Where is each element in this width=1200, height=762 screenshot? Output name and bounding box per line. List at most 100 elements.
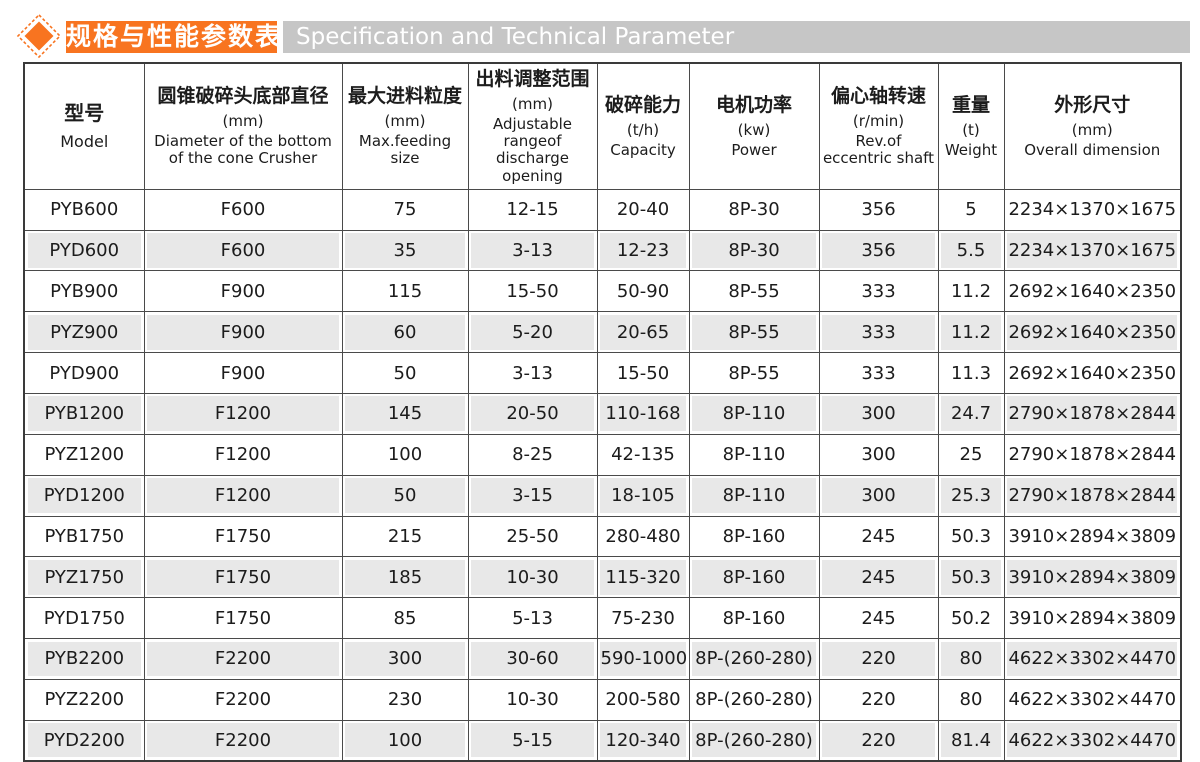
table-cell: 3-13 <box>467 229 598 272</box>
table-cell: 280-480 <box>596 515 690 558</box>
model-cell: PYD900 <box>23 352 145 394</box>
table-row: PYD600 F600 35 3-13 12-23 8P-30 356 5.5 2234×137… <box>23 229 1182 272</box>
table-cell: 120-340 <box>596 719 690 762</box>
table-cell: 3910×2894×3809 <box>1003 597 1182 640</box>
table-cell: 185 <box>341 556 469 599</box>
table-cell: 2234×1370×1675 <box>1003 229 1182 272</box>
table-cell: 3-13 <box>467 352 598 394</box>
table-cell: F1750 <box>143 556 343 599</box>
table-cell: 25-50 <box>467 515 598 558</box>
column-header-8: 重量 (t) Weight <box>937 62 1005 190</box>
model-cell: PYZ1750 <box>23 556 145 599</box>
table-cell: 80 <box>937 678 1005 721</box>
column-title-zh: 电机功率 <box>715 93 792 116</box>
table-cell: 245 <box>818 597 939 640</box>
table-cell: 2790×1878×2844 <box>1003 474 1182 517</box>
table-cell: 50.2 <box>937 597 1005 640</box>
column-title-en: Rev.of eccentric shaft <box>822 132 935 168</box>
table-cell: 2692×1640×2350 <box>1003 352 1182 394</box>
table-cell: 356 <box>818 229 939 272</box>
table-cell: 2692×1640×2350 <box>1003 270 1182 313</box>
table-row: PYB900 F900 115 15-50 50-90 8P-55 333 11.2 2692×… <box>23 270 1182 313</box>
table-cell: 215 <box>341 515 469 558</box>
table-cell: 50 <box>341 474 469 517</box>
model-cell: PYD1200 <box>23 474 145 517</box>
table-row: PYB600 F600 75 12-15 20-40 8P-30 356 5 2234×1370… <box>23 188 1182 231</box>
column-title-zh: 偏心轴转速 <box>830 85 926 108</box>
table-cell: 4622×3302×4470 <box>1003 719 1182 762</box>
table-cell: F900 <box>143 352 343 394</box>
column-title-en: Overall dimension <box>1024 140 1161 159</box>
table-cell: 15-50 <box>467 270 598 313</box>
table-cell: 10-30 <box>467 678 598 721</box>
table-cell: 50.3 <box>937 556 1005 599</box>
spec-table: 型号 Model 圆锥破碎头底部直径 (mm) Diameter of the bott… <box>23 62 1182 762</box>
model-cell: PYZ900 <box>23 311 145 354</box>
table-cell: 8P-110 <box>688 392 820 435</box>
table-cell: 8P-(260-280) <box>688 638 820 680</box>
table-cell: 110-168 <box>596 392 690 435</box>
column-unit: (kw) <box>737 120 771 139</box>
table-cell: 8P-110 <box>688 474 820 517</box>
column-unit: (t) <box>962 120 980 139</box>
column-unit: (r/min) <box>852 112 905 130</box>
table-row: PYZ1200 F1200 100 8-25 42-135 8P-110 300 25 2790… <box>23 433 1182 476</box>
table-row: PYB1200 F1200 145 20-50 110-168 8P-110 300 24.7… <box>23 392 1182 435</box>
table-cell: 81.4 <box>937 719 1005 762</box>
table-cell: 8P-160 <box>688 597 820 640</box>
column-unit: (mm) <box>1071 120 1113 139</box>
table-cell: 220 <box>818 678 939 721</box>
table-cell: 300 <box>818 474 939 517</box>
table-cell: 8P-55 <box>688 352 820 394</box>
table-cell: 333 <box>818 270 939 313</box>
table-row: PYD1750 F1750 85 5-13 75-230 8P-160 245 50.2 391… <box>23 597 1182 640</box>
table-cell: 85 <box>341 597 469 640</box>
table-cell: 3910×2894×3809 <box>1003 515 1182 558</box>
table-cell: 245 <box>818 556 939 599</box>
column-title-zh: 外形尺寸 <box>1054 93 1131 116</box>
table-cell: 8P-55 <box>688 311 820 354</box>
table-cell: 4622×3302×4470 <box>1003 678 1182 721</box>
column-title-en: Model <box>60 132 109 152</box>
table-cell: 18-105 <box>596 474 690 517</box>
table-header: 型号 Model 圆锥破碎头底部直径 (mm) Diameter of the bott… <box>23 62 1182 190</box>
table-cell: 25 <box>937 433 1005 476</box>
model-cell: PYD2200 <box>23 719 145 762</box>
table-cell: 24.7 <box>937 392 1005 435</box>
table-cell: F600 <box>143 229 343 272</box>
table-row: PYZ900 F900 60 5-20 20-65 8P-55 333 11.2 2692×16… <box>23 311 1182 354</box>
section-title-en-bar: Specification and Technical Parameter <box>283 21 1190 53</box>
section-title-zh: 规格与性能参数表 <box>66 21 277 53</box>
table-cell: 3910×2894×3809 <box>1003 556 1182 599</box>
column-title-zh: 重量 <box>951 93 990 116</box>
table-cell: 356 <box>818 188 939 231</box>
column-title-en: Power <box>731 140 777 159</box>
table-cell: 20-50 <box>467 392 598 435</box>
table-cell: F1750 <box>143 597 343 640</box>
table-cell: 5-20 <box>467 311 598 354</box>
column-header-6: 电机功率 (kw) Power <box>688 62 820 190</box>
table-cell: 35 <box>341 229 469 272</box>
table-cell: 115 <box>341 270 469 313</box>
table-cell: 12-15 <box>467 188 598 231</box>
table-cell: 245 <box>818 515 939 558</box>
table-cell: 50-90 <box>596 270 690 313</box>
column-header-7: 偏心轴转速 (r/min) Rev.of eccentric shaft <box>818 62 939 190</box>
table-cell: 8P-110 <box>688 433 820 476</box>
table-cell: 5.5 <box>937 229 1005 272</box>
model-cell: PYZ2200 <box>23 678 145 721</box>
table-cell: 5-15 <box>467 719 598 762</box>
column-title-zh: 破碎能力 <box>604 93 681 116</box>
table-cell: 220 <box>818 638 939 680</box>
table-cell: 333 <box>818 352 939 394</box>
table-cell: 8P-(260-280) <box>688 678 820 721</box>
column-title-zh: 出料调整范围 <box>475 68 590 90</box>
section-header: 规格与性能参数表 Specification and Technical Par… <box>0 0 1200 62</box>
column-header-4: 出料调整范围 (mm) Adjustable rangeof discharge o… <box>467 62 598 190</box>
table-cell: 8-25 <box>467 433 598 476</box>
table-cell: 50 <box>341 352 469 394</box>
table-cell: 230 <box>341 678 469 721</box>
table-cell: 75-230 <box>596 597 690 640</box>
column-title-en: Capacity <box>610 140 676 159</box>
table-row: PYB2200 F2200 300 30-60 590-1000 8P-(260-280)… <box>23 638 1182 680</box>
